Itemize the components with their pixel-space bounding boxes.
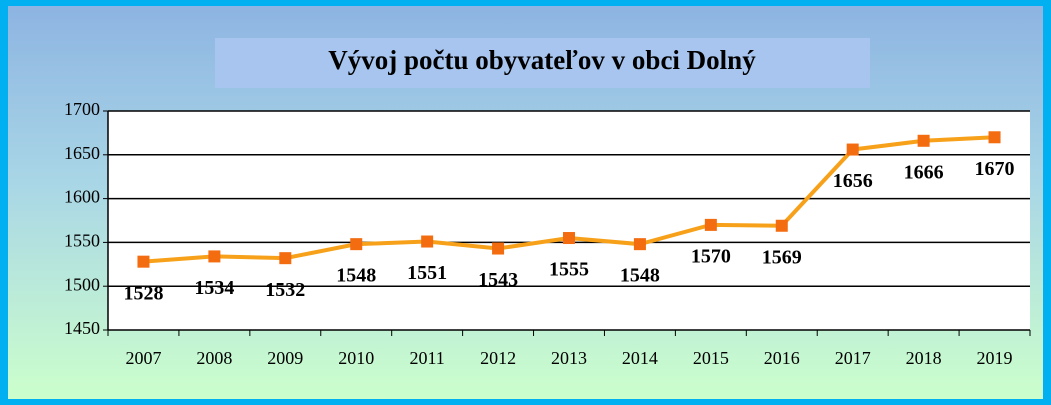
data-label: 1548 [620, 265, 660, 287]
data-label: 1532 [265, 279, 305, 301]
x-tick-label: 2013 [551, 348, 587, 368]
marker [988, 131, 1001, 144]
data-label: 1555 [549, 259, 589, 281]
x-tick-label: 2018 [906, 348, 942, 368]
y-tick-label: 1650 [64, 143, 100, 163]
y-tick-label: 1700 [64, 99, 100, 119]
marker [279, 252, 292, 265]
x-tick-label: 2008 [196, 348, 232, 368]
x-tick-label: 2007 [125, 348, 161, 368]
marker [421, 235, 434, 248]
marker [208, 250, 221, 263]
x-tick-label: 2009 [267, 348, 303, 368]
data-label: 1548 [336, 265, 376, 287]
y-tick-label: 1500 [64, 274, 100, 294]
y-tick-label: 1450 [64, 318, 100, 338]
marker [350, 238, 363, 251]
x-tick-label: 2019 [977, 348, 1013, 368]
title-box [215, 38, 870, 88]
data-label: 1528 [123, 282, 163, 304]
marker [704, 218, 717, 231]
y-tick-label: 1550 [64, 231, 100, 251]
x-tick-label: 2017 [835, 348, 871, 368]
y-tick-label: 1600 [64, 187, 100, 207]
x-tick-label: 2012 [480, 348, 516, 368]
marker [563, 232, 575, 245]
x-tick-label: 2011 [409, 348, 444, 368]
data-label: 1656 [833, 170, 873, 192]
marker [492, 242, 505, 255]
x-tick-label: 2016 [764, 348, 800, 368]
data-label: 1666 [904, 161, 944, 183]
x-tick-label: 2014 [622, 348, 658, 368]
marker [846, 143, 859, 156]
x-tick-label: 2010 [338, 348, 374, 368]
data-label: 1551 [407, 262, 447, 284]
marker [917, 134, 930, 147]
data-label: 1534 [194, 277, 234, 299]
data-label: 1570 [691, 245, 731, 267]
x-tick-label: 2015 [693, 348, 729, 368]
marker [633, 238, 646, 251]
chart-title: Vývoj počtu obyvateľov v obci Dolný [328, 45, 756, 75]
marker [775, 219, 788, 232]
data-label: 1670 [975, 158, 1015, 180]
marker [137, 255, 150, 268]
data-label: 1543 [478, 269, 518, 291]
data-label: 1569 [762, 246, 802, 268]
